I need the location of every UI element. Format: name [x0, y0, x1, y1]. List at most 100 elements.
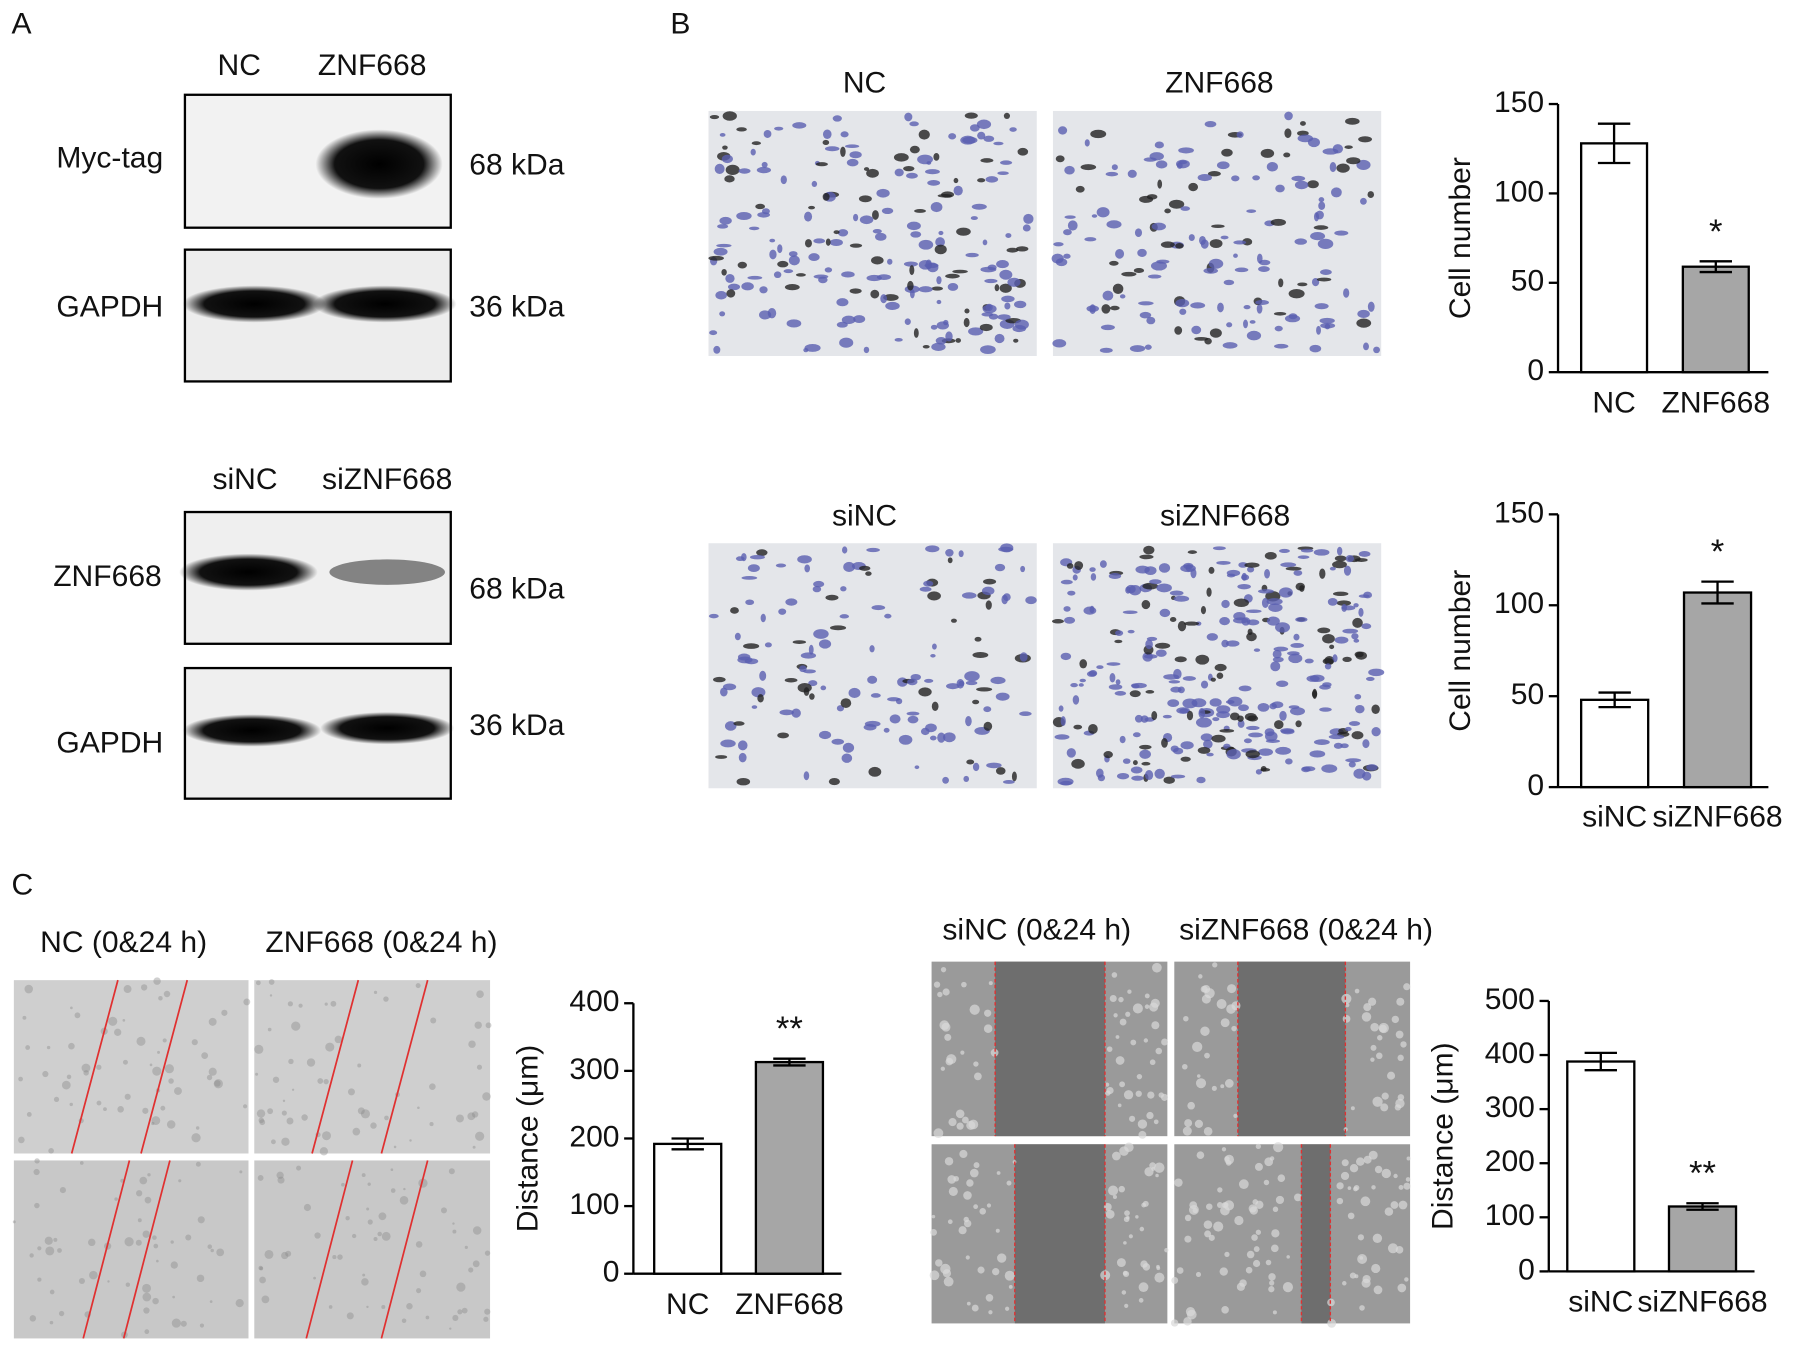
- cell: [1118, 1185, 1125, 1193]
- cell: [893, 153, 909, 162]
- cell: [1278, 548, 1290, 553]
- cell: [191, 1133, 201, 1143]
- cell: [337, 1254, 343, 1260]
- cell: [136, 1190, 143, 1197]
- cell: [1090, 573, 1097, 581]
- x-tick-label: siZNF668: [1637, 1286, 1767, 1319]
- cell: [1378, 1022, 1389, 1034]
- cell: [966, 759, 975, 765]
- micrograph: [1174, 1144, 1411, 1324]
- cell: [749, 555, 765, 560]
- cell: [1196, 1074, 1201, 1078]
- x-tick-label: siNC: [1582, 800, 1647, 833]
- cell: [1329, 566, 1336, 571]
- cell: [1160, 241, 1175, 248]
- cell: [456, 1282, 466, 1292]
- cell: [1272, 1310, 1277, 1315]
- cell: [968, 327, 984, 336]
- cell: [272, 1076, 280, 1083]
- cell: [147, 1173, 151, 1177]
- cell: [162, 1038, 167, 1043]
- cell: [869, 645, 875, 653]
- cell: [257, 1175, 264, 1181]
- cell: [1279, 710, 1287, 721]
- cell: [1187, 1101, 1195, 1110]
- cell: [1133, 268, 1145, 273]
- cell: [1255, 769, 1262, 775]
- cell: [1144, 770, 1154, 781]
- cell: [1224, 1079, 1234, 1088]
- bar: [1579, 698, 1650, 789]
- cell: [751, 705, 758, 709]
- cell: [381, 1304, 386, 1309]
- cell: [1276, 680, 1289, 687]
- cell: [839, 337, 854, 348]
- cell: [953, 185, 963, 196]
- micrograph: [254, 980, 491, 1154]
- cell: [409, 1139, 412, 1142]
- cell: [180, 1320, 187, 1327]
- cell: [735, 556, 745, 562]
- cell: [1341, 1159, 1349, 1167]
- cell: [717, 224, 729, 229]
- cell: [1206, 633, 1218, 641]
- cell: [918, 129, 930, 140]
- cell: [452, 1222, 455, 1225]
- cell: [1135, 1090, 1142, 1097]
- cell: [1258, 266, 1270, 272]
- cell: [440, 1207, 447, 1214]
- cell: [1108, 684, 1123, 690]
- cell: [49, 1320, 54, 1325]
- scratch: [995, 961, 1105, 1137]
- cell: [1324, 323, 1331, 330]
- cell: [415, 983, 421, 989]
- cell: [1366, 764, 1378, 771]
- cell: [767, 307, 777, 319]
- cell: [863, 724, 877, 731]
- cell: [1398, 1184, 1404, 1190]
- cell: [156, 1259, 159, 1263]
- cell: [1210, 677, 1216, 682]
- cell: [721, 268, 727, 276]
- cell: [946, 683, 960, 690]
- cell: [934, 244, 947, 255]
- cell: [1393, 1173, 1398, 1179]
- cell: [784, 677, 798, 683]
- cell: [1390, 1201, 1399, 1209]
- cell: [748, 226, 760, 231]
- cell: [962, 136, 978, 144]
- scratch: [1301, 1144, 1331, 1324]
- cell: [985, 600, 992, 610]
- cell: [122, 1019, 126, 1022]
- cell: [979, 1208, 987, 1215]
- cell: [258, 1265, 263, 1271]
- cell: [966, 1120, 976, 1130]
- cell: [1184, 1235, 1192, 1243]
- cell: [984, 278, 998, 284]
- cell: [1343, 288, 1350, 298]
- cell: [708, 255, 724, 261]
- cell: [1359, 1305, 1365, 1311]
- cell: [1173, 595, 1190, 602]
- cell: [1182, 676, 1196, 681]
- cell: [1360, 1196, 1371, 1207]
- cell: [931, 342, 946, 351]
- cell: [1134, 714, 1143, 723]
- cell: [1352, 617, 1363, 628]
- cell: [1151, 222, 1166, 231]
- cell: [985, 303, 993, 312]
- cell: [314, 1232, 321, 1239]
- x-tick-label: NC: [1592, 386, 1635, 419]
- cell: [1266, 598, 1283, 605]
- cell: [970, 216, 978, 221]
- scratch-edge: [380, 1160, 429, 1339]
- cell: [1147, 1091, 1155, 1099]
- cell: [1063, 606, 1071, 612]
- cell: [467, 1112, 476, 1121]
- cell: [956, 1122, 964, 1130]
- cell: [1217, 302, 1224, 313]
- cell: [1322, 682, 1332, 688]
- cell: [1212, 546, 1226, 551]
- cell: [880, 294, 888, 304]
- scratch: [1014, 1144, 1105, 1324]
